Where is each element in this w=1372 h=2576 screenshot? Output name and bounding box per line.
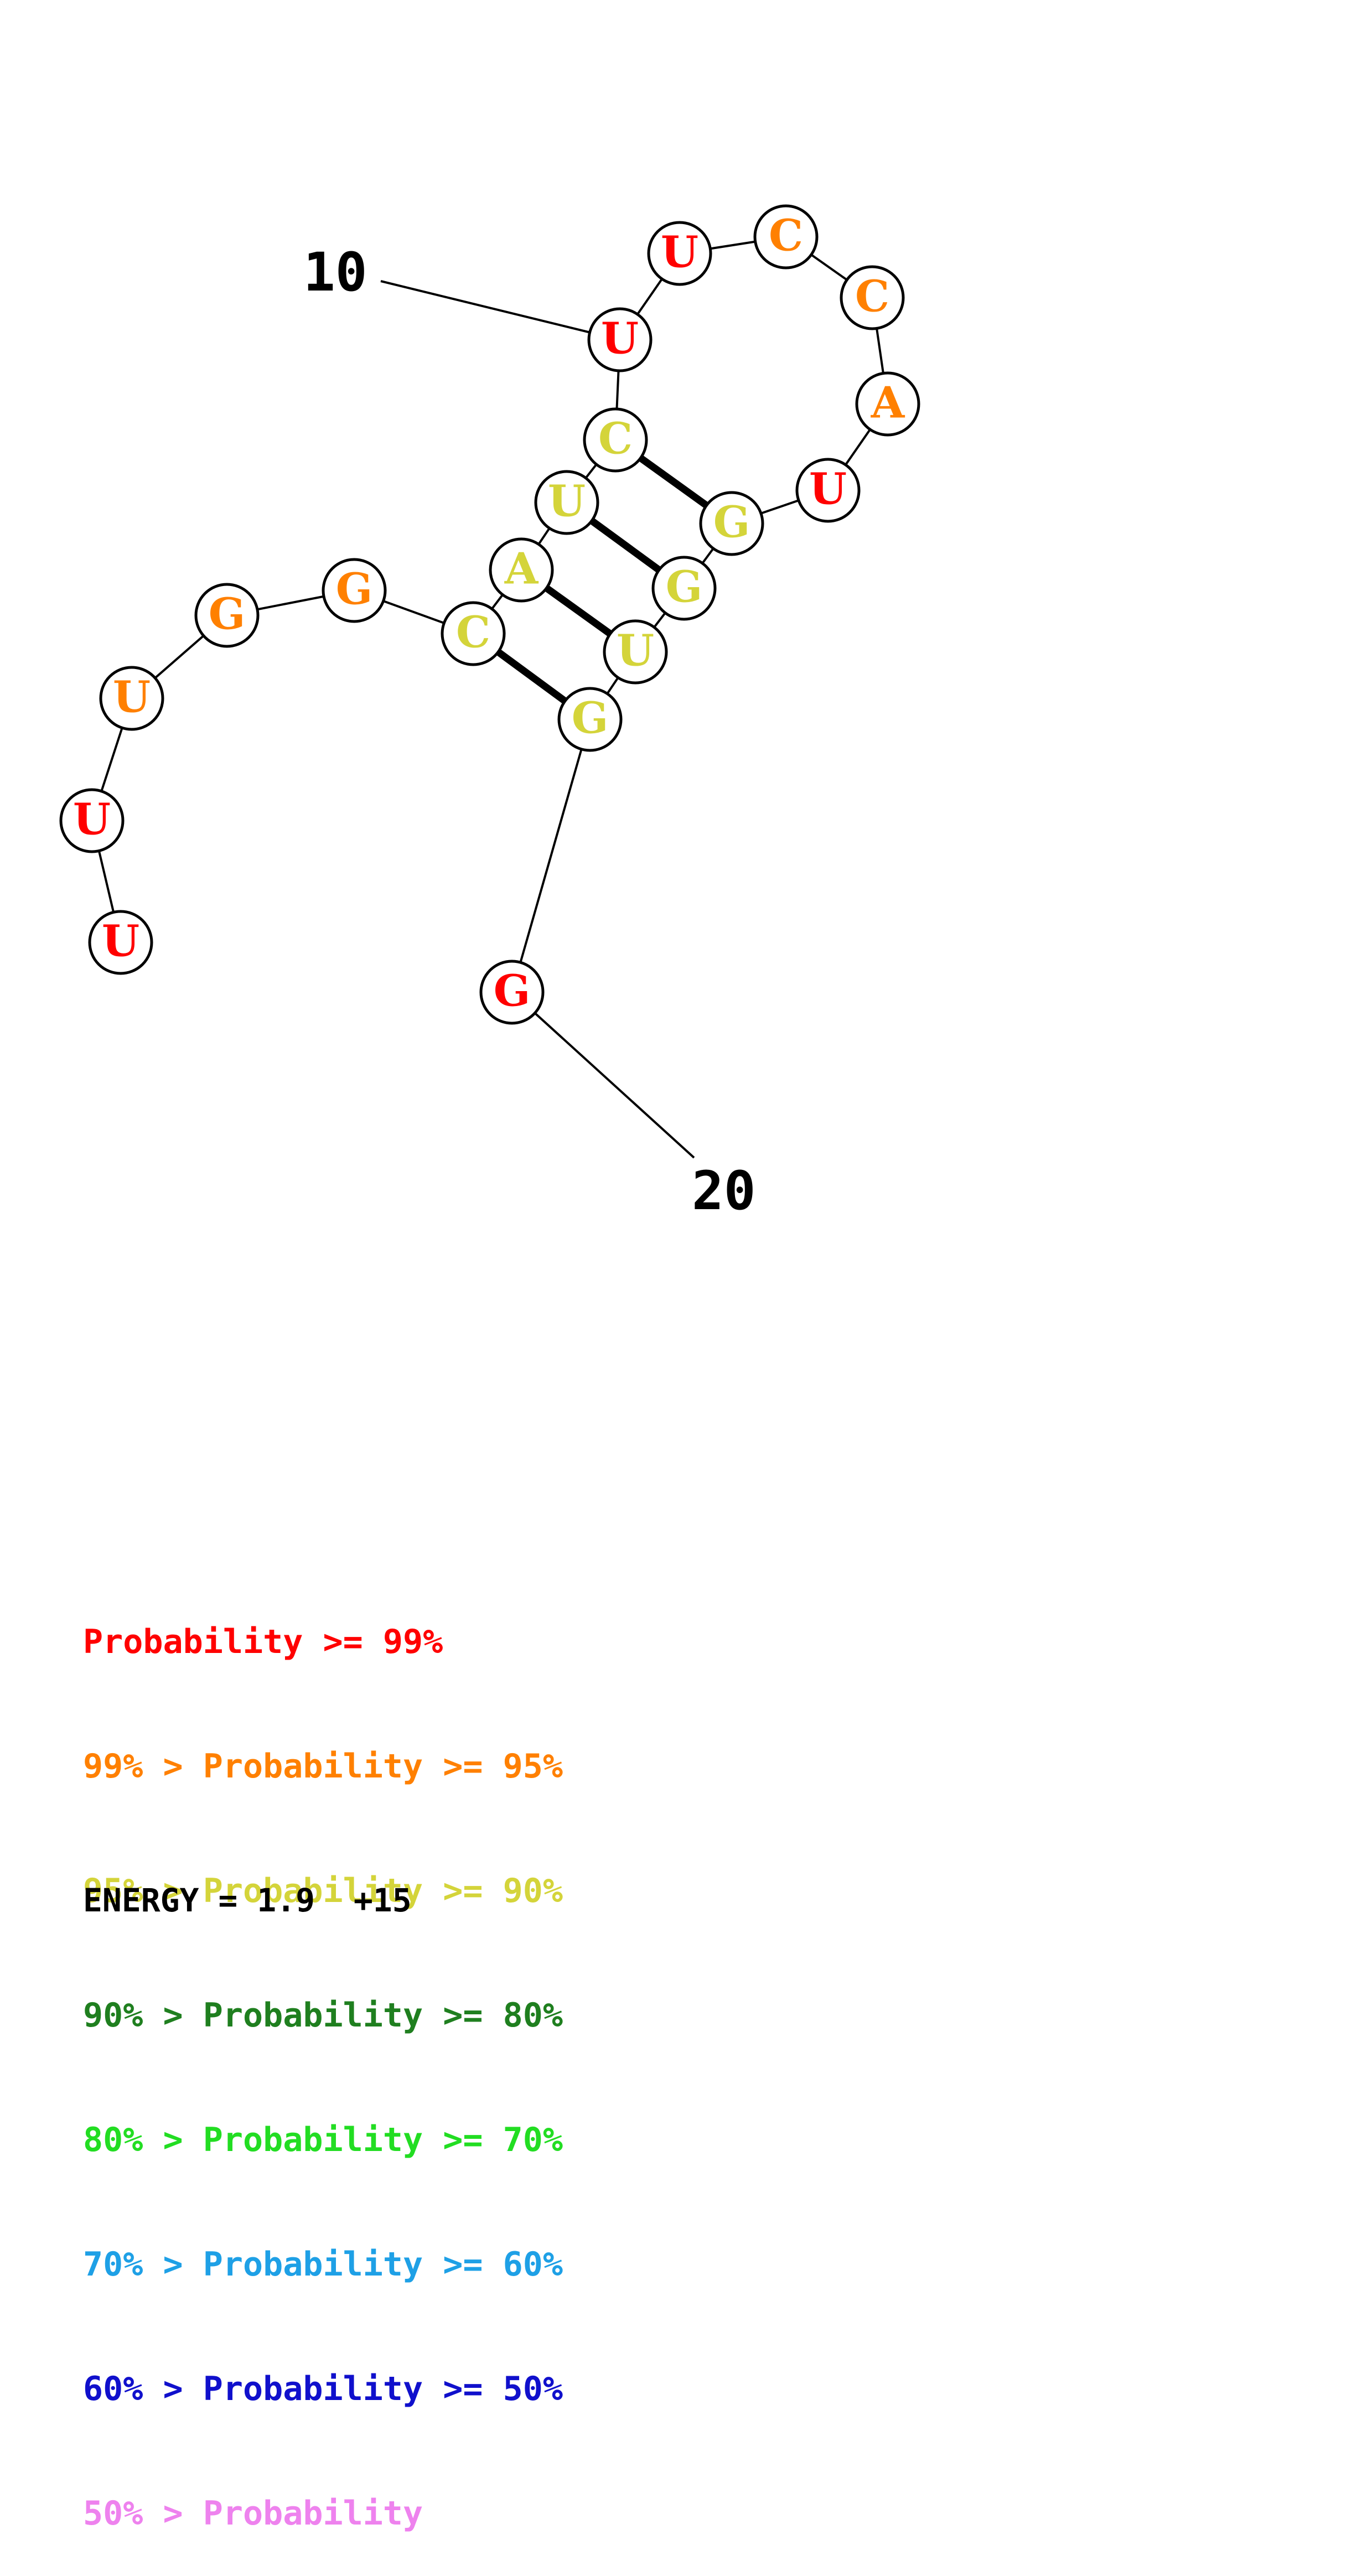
legend-prefix: 99% > bbox=[83, 1747, 203, 1786]
nucleotide-7: A bbox=[489, 537, 554, 603]
nucleotide-1: U bbox=[88, 910, 153, 975]
legend-label: Probability >= 95% bbox=[203, 1747, 563, 1786]
nucleotide-16: G bbox=[699, 491, 764, 556]
nucleotide-circle bbox=[88, 910, 153, 975]
nucleotide-19: G bbox=[557, 687, 623, 752]
nucleotide-circle bbox=[59, 788, 125, 853]
nucleotide-circle bbox=[699, 491, 764, 556]
backbone-lines bbox=[91, 236, 889, 1159]
nucleotide-14: A bbox=[855, 371, 920, 437]
legend-label: Probability >= 60% bbox=[203, 2245, 563, 2284]
nucleotide-circle bbox=[479, 960, 545, 1025]
nucleotide-17: G bbox=[651, 556, 717, 621]
position-leader-line bbox=[380, 280, 620, 341]
nucleotide-base: U bbox=[661, 227, 698, 278]
nucleotide-base: U bbox=[102, 916, 139, 967]
legend-label: Probability >= 70% bbox=[203, 2121, 563, 2159]
energy-readout: ENERGY = 1.9 +15 bbox=[83, 1882, 412, 1919]
nucleotide-base: G bbox=[666, 562, 703, 613]
legend-row-0: Probability >= 99% bbox=[83, 1621, 563, 1663]
position-leader-line bbox=[511, 991, 695, 1159]
nucleotide-base: G bbox=[494, 966, 531, 1017]
legend-label: Probability >= 90% bbox=[203, 1872, 563, 1910]
nucleotide-base: U bbox=[548, 476, 586, 527]
nucleotide-circle bbox=[795, 458, 861, 523]
nucleotide-circle bbox=[603, 619, 668, 685]
legend-label: Probability bbox=[203, 2494, 423, 2533]
nucleotide-base: U bbox=[617, 626, 654, 676]
position-label-10: 10 bbox=[303, 241, 367, 303]
nucleotide-2: U bbox=[59, 788, 125, 853]
nucleotide-circle bbox=[587, 307, 653, 372]
legend-prefix: 90% > bbox=[83, 1996, 203, 2035]
nucleotide-6: C bbox=[441, 601, 506, 666]
legend-prefix: 95% > bbox=[83, 1872, 203, 1910]
legend-row-4: 80% > Probability >= 70% bbox=[83, 2119, 563, 2161]
legend-prefix: 80% > bbox=[83, 2121, 203, 2159]
legend-row-7: 50% > Probability bbox=[83, 2493, 563, 2534]
nucleotide-circle bbox=[322, 558, 387, 623]
nucleotide-15: U bbox=[795, 458, 861, 523]
nucleotide-9: C bbox=[583, 407, 648, 473]
nucleotide-13: C bbox=[840, 265, 905, 330]
nucleotide-base: G bbox=[209, 589, 246, 640]
nucleotide-4: G bbox=[194, 583, 260, 648]
nucleotide-base: C bbox=[769, 211, 803, 261]
nucleotide-circle bbox=[753, 204, 819, 269]
nucleotide-20: G bbox=[479, 960, 545, 1025]
nucleotide-10: U bbox=[587, 307, 653, 372]
legend-label: Probability >= 50% bbox=[203, 2370, 563, 2408]
nucleotide-8: U bbox=[534, 470, 599, 535]
nucleotide-base: U bbox=[601, 314, 639, 364]
backbone-segment bbox=[511, 719, 591, 993]
nucleotide-circle bbox=[194, 583, 260, 648]
legend-prefix: 50% > bbox=[83, 2494, 203, 2533]
legend-row-5: 70% > Probability >= 60% bbox=[83, 2244, 563, 2285]
nucleotide-18: U bbox=[603, 619, 668, 685]
nucleotide-base: G bbox=[713, 497, 750, 548]
nucleotide-base: U bbox=[113, 672, 151, 723]
nucleotide-circle bbox=[489, 537, 554, 603]
nucleotide-12: C bbox=[753, 204, 819, 269]
legend-label: Probability >= 80% bbox=[203, 1996, 563, 2035]
nucleotide-circle bbox=[557, 687, 623, 752]
nucleotide-circle bbox=[651, 556, 717, 621]
nucleotide-base: A bbox=[871, 378, 905, 428]
legend-row-2: 95% > Probability >= 90% bbox=[83, 1870, 563, 1912]
nucleotide-circle bbox=[855, 371, 920, 437]
legend-prefix: 70% > bbox=[83, 2245, 203, 2284]
nucleotide-base: C bbox=[855, 272, 889, 322]
legend-label: Probability >= 99% bbox=[83, 1623, 443, 1661]
position-labels: 10 20 bbox=[303, 241, 756, 1222]
nucleotide-circle bbox=[441, 601, 506, 666]
nucleotide-5: G bbox=[322, 558, 387, 623]
legend-row-1: 99% > Probability >= 95% bbox=[83, 1746, 563, 1787]
nucleotide-base: A bbox=[504, 544, 539, 594]
probability-legend: Probability >= 99% 99% > Probability >= … bbox=[83, 1538, 563, 2576]
nucleotide-11: U bbox=[647, 221, 712, 286]
nucleotide-base: C bbox=[456, 608, 490, 658]
nucleotide-3: U bbox=[99, 666, 164, 731]
legend-row-3: 90% > Probability >= 80% bbox=[83, 1995, 563, 2036]
legend-prefix: 60% > bbox=[83, 2370, 203, 2408]
nucleotide-circle bbox=[99, 666, 164, 731]
nucleotide-base: U bbox=[73, 795, 111, 845]
nucleotide-circle bbox=[583, 407, 648, 473]
nucleotide-circle bbox=[647, 221, 712, 286]
legend-row-6: 60% > Probability >= 50% bbox=[83, 2368, 563, 2410]
nucleotide-base: U bbox=[809, 464, 847, 515]
position-label-20: 20 bbox=[692, 1160, 756, 1222]
nucleotide-base: G bbox=[336, 564, 373, 615]
nucleotide-circle bbox=[534, 470, 599, 535]
nucleotide-base: C bbox=[598, 414, 633, 464]
nucleotide-circle bbox=[840, 265, 905, 330]
nucleotide-base: G bbox=[572, 693, 609, 744]
